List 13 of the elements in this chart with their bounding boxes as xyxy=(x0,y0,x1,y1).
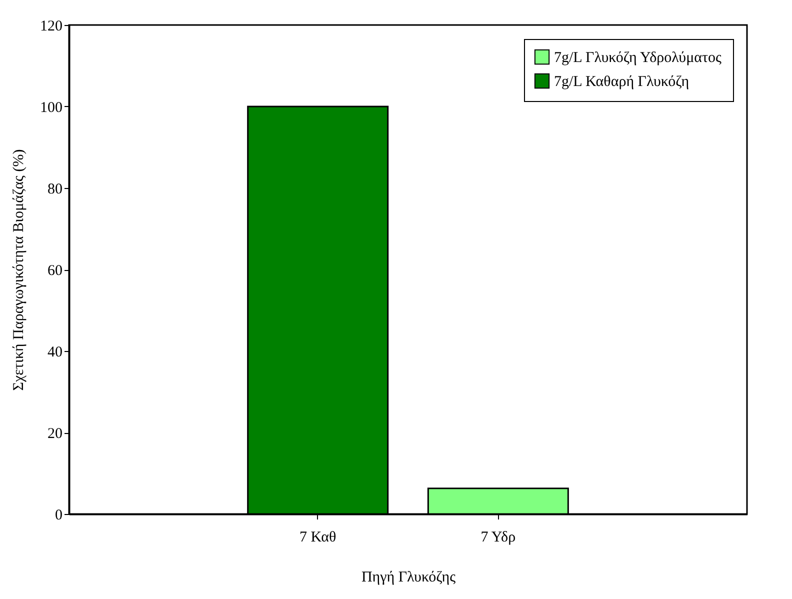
y-axis-title: Σχετική Παραγωγικότητα Βιομάζας (%) xyxy=(11,149,27,391)
y-tick-label: 100 xyxy=(40,100,62,116)
legend-label: 7g/L Γλυκόζη Υδρολύματος xyxy=(554,50,722,66)
y-tick-label: 40 xyxy=(48,344,62,360)
y-tick-label: 80 xyxy=(48,182,62,198)
x-tick-label: 7 Υδρ xyxy=(480,530,516,546)
y-tick-label: 120 xyxy=(40,18,62,34)
x-axis-title: Πηγή Γλυκόζης xyxy=(361,570,456,586)
legend-label: 7g/L Καθαρή Γλυκόζη xyxy=(554,74,690,90)
y-tick-label: 60 xyxy=(48,263,62,279)
y-tick-label: 20 xyxy=(48,426,62,442)
x-tick-label: 7 Καθ xyxy=(300,530,336,546)
y-tick-label: 0 xyxy=(55,508,62,524)
